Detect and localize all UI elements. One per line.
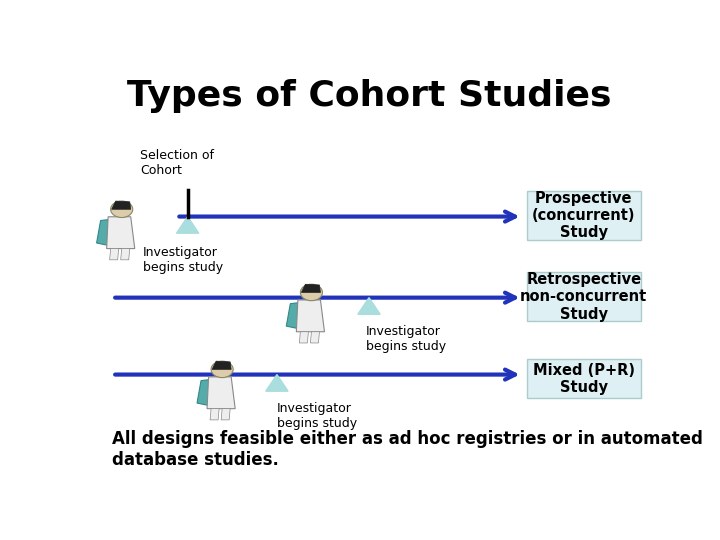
Polygon shape: [107, 217, 135, 248]
Text: Selection of
Cohort: Selection of Cohort: [140, 148, 215, 177]
Text: Investigator
begins study: Investigator begins study: [143, 246, 223, 274]
Circle shape: [300, 284, 323, 301]
Polygon shape: [121, 248, 130, 260]
Polygon shape: [210, 409, 219, 420]
Polygon shape: [302, 284, 320, 293]
FancyBboxPatch shape: [527, 191, 641, 240]
Polygon shape: [176, 217, 199, 233]
Polygon shape: [287, 302, 307, 330]
Circle shape: [111, 201, 132, 218]
FancyBboxPatch shape: [527, 359, 641, 399]
Polygon shape: [212, 361, 231, 369]
Text: Types of Cohort Studies: Types of Cohort Studies: [127, 79, 611, 113]
Polygon shape: [112, 201, 131, 210]
Polygon shape: [96, 219, 117, 247]
Text: Prospective
(concurrent)
Study: Prospective (concurrent) Study: [532, 191, 636, 240]
Polygon shape: [207, 377, 235, 409]
Polygon shape: [266, 375, 288, 391]
Text: All designs feasible either as ad hoc registries or in automated
database studie: All designs feasible either as ad hoc re…: [112, 430, 703, 469]
Polygon shape: [221, 409, 230, 420]
Circle shape: [211, 361, 233, 377]
Text: Investigator
begins study: Investigator begins study: [366, 325, 446, 353]
Polygon shape: [310, 332, 320, 343]
Polygon shape: [197, 379, 217, 407]
Polygon shape: [109, 248, 119, 260]
Polygon shape: [297, 300, 325, 332]
Text: Mixed (P+R)
Study: Mixed (P+R) Study: [533, 362, 635, 395]
Text: Investigator
begins study: Investigator begins study: [277, 402, 357, 430]
Polygon shape: [300, 332, 308, 343]
FancyBboxPatch shape: [527, 272, 641, 321]
Polygon shape: [358, 298, 380, 314]
Text: Retrospective
non-concurrent
Study: Retrospective non-concurrent Study: [521, 272, 647, 321]
